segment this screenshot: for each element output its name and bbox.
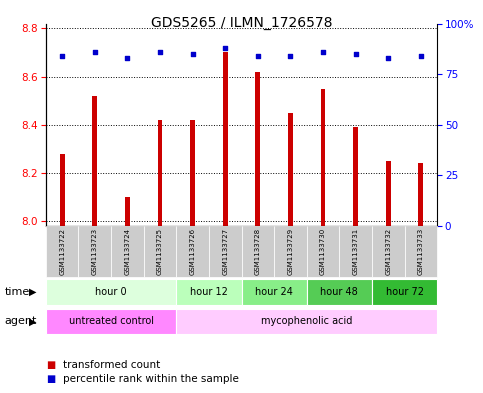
Bar	[242, 226, 274, 277]
Point	[417, 53, 425, 59]
Bar	[418, 163, 423, 226]
Bar	[125, 197, 130, 226]
Bar	[307, 279, 372, 305]
Text: ■: ■	[46, 374, 55, 384]
Bar	[256, 72, 260, 226]
Bar	[209, 226, 242, 277]
Text: GSM1133723: GSM1133723	[92, 228, 98, 275]
Point	[189, 51, 197, 57]
Bar	[157, 120, 162, 226]
Point	[124, 55, 131, 61]
Point	[352, 51, 359, 57]
Text: GSM1133732: GSM1133732	[385, 228, 391, 275]
Point	[221, 45, 229, 51]
Text: hour 48: hour 48	[320, 287, 358, 297]
Bar	[223, 53, 227, 226]
Text: GSM1133730: GSM1133730	[320, 228, 326, 275]
Bar	[274, 226, 307, 277]
Text: GSM1133731: GSM1133731	[353, 228, 358, 275]
Text: hour 72: hour 72	[385, 287, 424, 297]
Text: GSM1133727: GSM1133727	[222, 228, 228, 275]
Text: hour 24: hour 24	[255, 287, 293, 297]
Bar	[111, 226, 144, 277]
Text: mycophenolic acid: mycophenolic acid	[261, 316, 353, 326]
Text: transformed count: transformed count	[63, 360, 160, 371]
Text: hour 0: hour 0	[95, 287, 127, 297]
Bar	[46, 309, 176, 334]
Bar	[176, 226, 209, 277]
Point	[254, 53, 262, 59]
Text: GSM1133722: GSM1133722	[59, 228, 65, 275]
Bar	[307, 226, 339, 277]
Text: percentile rank within the sample: percentile rank within the sample	[63, 374, 239, 384]
Text: ■: ■	[46, 360, 55, 371]
Bar	[321, 89, 326, 226]
Text: GSM1133724: GSM1133724	[125, 228, 130, 275]
Text: GSM1133733: GSM1133733	[418, 228, 424, 275]
Text: agent: agent	[5, 316, 37, 326]
Bar	[92, 96, 97, 226]
Text: GSM1133729: GSM1133729	[287, 228, 293, 275]
Bar	[190, 120, 195, 226]
Bar	[144, 226, 176, 277]
Text: hour 12: hour 12	[190, 287, 228, 297]
Bar	[386, 161, 391, 226]
Text: GSM1133728: GSM1133728	[255, 228, 261, 275]
Bar	[78, 226, 111, 277]
Point	[319, 49, 327, 55]
Point	[91, 49, 99, 55]
Bar	[176, 309, 437, 334]
Bar	[372, 226, 405, 277]
Point	[58, 53, 66, 59]
Bar	[339, 226, 372, 277]
Text: ▶: ▶	[29, 287, 37, 297]
Point	[156, 49, 164, 55]
Bar	[372, 279, 437, 305]
Point	[384, 55, 392, 61]
Bar	[46, 226, 79, 277]
Text: ▶: ▶	[29, 316, 37, 326]
Bar	[46, 279, 176, 305]
Bar	[288, 113, 293, 226]
Bar	[353, 127, 358, 226]
Bar	[60, 154, 65, 226]
Text: GDS5265 / ILMN_1726578: GDS5265 / ILMN_1726578	[151, 16, 332, 30]
Bar	[176, 279, 242, 305]
Text: GSM1133726: GSM1133726	[190, 228, 196, 275]
Point	[286, 53, 294, 59]
Text: untreated control: untreated control	[69, 316, 154, 326]
Bar	[405, 226, 437, 277]
Bar	[242, 279, 307, 305]
Text: time: time	[5, 287, 30, 297]
Text: GSM1133725: GSM1133725	[157, 228, 163, 275]
